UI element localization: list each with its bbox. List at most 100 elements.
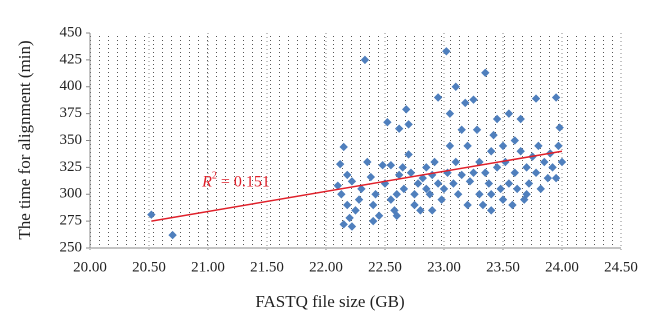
- point: [168, 230, 177, 240]
- point: [548, 163, 557, 172]
- point: [487, 206, 496, 215]
- point: [461, 98, 470, 108]
- point: [555, 123, 564, 132]
- point: [369, 200, 378, 210]
- point: [422, 163, 431, 172]
- point: [418, 173, 427, 183]
- point: [510, 136, 519, 145]
- point: [404, 150, 413, 159]
- point: [504, 179, 514, 188]
- point: [343, 170, 352, 180]
- point: [354, 195, 364, 204]
- point: [345, 213, 354, 223]
- point: [439, 184, 449, 194]
- point: [413, 179, 423, 188]
- point: [410, 200, 419, 210]
- point: [337, 190, 346, 199]
- plot-background: [90, 33, 621, 248]
- point: [489, 130, 498, 140]
- point: [366, 172, 376, 182]
- point: [531, 168, 541, 177]
- point: [540, 157, 549, 167]
- point: [445, 141, 455, 151]
- point: [534, 141, 543, 151]
- point: [498, 195, 508, 204]
- point: [457, 170, 466, 180]
- point: [425, 190, 435, 199]
- x-tick-label: 22.50: [368, 259, 402, 275]
- point: [554, 141, 563, 151]
- point: [442, 47, 451, 56]
- point: [453, 190, 463, 199]
- point: [512, 184, 522, 194]
- point: [404, 120, 413, 129]
- point: [374, 211, 384, 220]
- point: [543, 173, 553, 183]
- point: [492, 163, 502, 172]
- point: [402, 105, 411, 114]
- point: [339, 220, 348, 229]
- y-tick-label: 250: [60, 239, 83, 255]
- point: [394, 124, 404, 133]
- y-tick-label: 275: [60, 213, 83, 229]
- y-tick-label: 375: [60, 105, 83, 121]
- point: [410, 190, 419, 199]
- point: [360, 55, 370, 65]
- point: [551, 173, 561, 183]
- point: [399, 184, 409, 194]
- point: [392, 211, 401, 220]
- point: [501, 157, 510, 167]
- point: [430, 157, 439, 167]
- y-tick-label: 300: [60, 186, 83, 202]
- point: [339, 142, 348, 152]
- point: [522, 163, 531, 172]
- point: [496, 184, 505, 194]
- point: [386, 195, 396, 204]
- point: [508, 200, 517, 210]
- point: [557, 157, 567, 167]
- point: [369, 216, 378, 226]
- point: [504, 109, 514, 118]
- x-tick-label: 24.50: [604, 259, 638, 275]
- annotation-text: = 0.151: [217, 173, 270, 190]
- point: [469, 95, 478, 104]
- point: [472, 125, 482, 134]
- y-tick-label: 325: [60, 159, 83, 175]
- point: [428, 206, 437, 215]
- point: [333, 181, 342, 190]
- point: [475, 190, 484, 199]
- point: [536, 184, 545, 194]
- point: [487, 190, 496, 199]
- point: [392, 190, 401, 199]
- r-squared-annotation: R2 = 0.151: [201, 171, 270, 190]
- point: [437, 195, 446, 204]
- point: [383, 118, 392, 127]
- point: [343, 200, 352, 210]
- x-axis-label: FASTQ file size (GB): [255, 292, 404, 311]
- x-tick-label: 21.00: [191, 259, 225, 275]
- point: [465, 177, 475, 186]
- point: [357, 184, 366, 194]
- point: [347, 222, 357, 231]
- y-tick-label: 400: [60, 78, 83, 94]
- point: [498, 141, 508, 151]
- point: [510, 168, 519, 177]
- point: [433, 93, 443, 102]
- x-tick-label: 20.00: [73, 259, 107, 275]
- point: [398, 163, 407, 172]
- point: [516, 147, 525, 156]
- point: [386, 161, 396, 170]
- point: [463, 200, 472, 210]
- annotation-base: R: [201, 173, 212, 190]
- x-tick-label: 22.00: [309, 259, 343, 275]
- point: [371, 190, 380, 199]
- point: [363, 157, 372, 167]
- point: [406, 168, 416, 177]
- x-tick-label: 23.50: [486, 259, 520, 275]
- point: [390, 206, 399, 215]
- point: [484, 179, 494, 188]
- point: [481, 68, 490, 77]
- point: [481, 168, 490, 177]
